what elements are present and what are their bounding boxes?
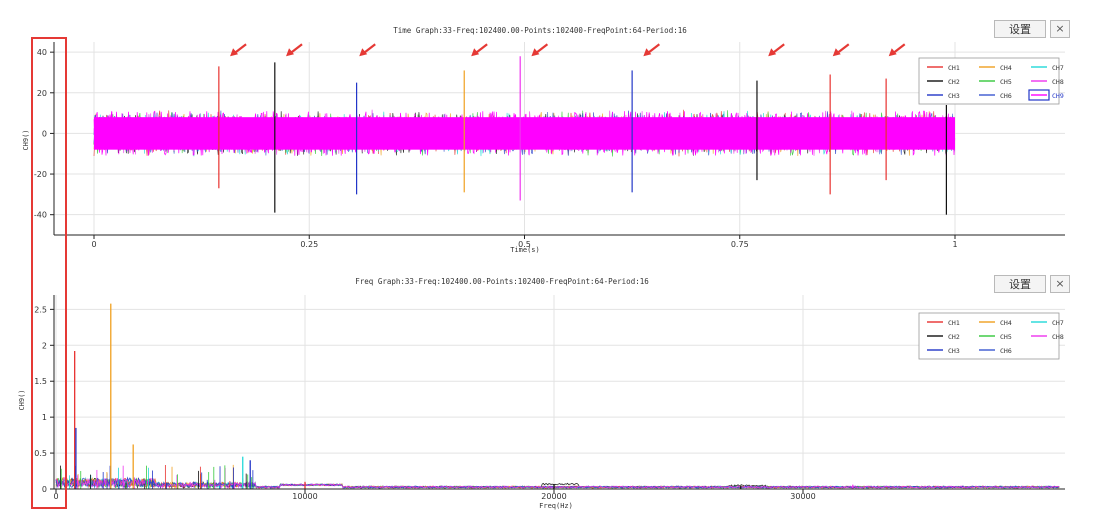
time-signal-traces — [93, 109, 956, 157]
time-legend-label: CH2 — [948, 78, 960, 86]
time-y-axis-label: CH9() — [22, 129, 30, 150]
annotation-arrow-head — [531, 48, 540, 57]
freq-spectrum-traces — [55, 464, 1060, 490]
freq-legend-label: CH8 — [1052, 333, 1064, 341]
time-y-tick-label: 40 — [37, 48, 47, 57]
freq-close-button[interactable]: × — [1050, 275, 1070, 293]
time-legend: CH1 CH4 CH7 CH2 CH5 CH8 CH3 CH6 CH9 — [918, 57, 1064, 105]
time-y-ticks: 40 20 0 -20 -40 — [34, 48, 54, 220]
annotation-arrow-head — [643, 48, 652, 57]
annotation-arrow-head — [832, 48, 841, 57]
time-x-tick-label: 0.75 — [731, 240, 749, 249]
freq-peak-traces — [74, 303, 854, 489]
time-legend-label: CH7 — [1052, 64, 1064, 72]
freq-legend-label: CH4 — [1000, 319, 1012, 327]
time-y-tick-label: -40 — [34, 211, 47, 220]
freq-y-axis-label: CH9() — [18, 389, 26, 410]
time-graph-title: Time Graph:33-Freq:102400.00-Points:1024… — [393, 26, 687, 35]
freq-y-ticks: 2.5 2 1.5 1 0.5 0 — [34, 305, 54, 494]
annotation-arrow-head — [888, 48, 897, 57]
freq-legend: CH1 CH4 CH7 CH2 CH5 CH8 CH3 CH6 — [918, 312, 1064, 360]
time-legend-label: CH9 — [1052, 92, 1064, 100]
annotation-arrow-head — [286, 48, 295, 57]
freq-y-tick-label: 2 — [42, 341, 47, 350]
time-y-tick-label: 20 — [37, 89, 47, 98]
time-legend-label: CH5 — [1000, 78, 1012, 86]
freq-x-axis-label: Freq(Hz) — [539, 502, 573, 510]
freq-y-tick-label: 0 — [42, 485, 47, 494]
time-y-tick-label: -20 — [34, 170, 47, 179]
freq-legend-label: CH7 — [1052, 319, 1064, 327]
freq-legend-label: CH6 — [1000, 347, 1012, 355]
freq-settings-button[interactable]: 设置 — [994, 275, 1046, 293]
time-y-tick-label: 0 — [42, 129, 47, 138]
time-settings-button[interactable]: 设置 — [994, 20, 1046, 38]
time-x-ticks: 0 0.25 0.5 0.75 1 — [91, 235, 958, 249]
annotation-arrow-head — [768, 48, 777, 57]
freq-y-tick-label: 1 — [42, 413, 47, 422]
freq-legend-label: CH2 — [948, 333, 960, 341]
time-graph-panel: Time Graph:33-Freq:102400.00-Points:1024… — [22, 26, 1065, 254]
time-legend-label: CH4 — [1000, 64, 1012, 72]
freq-x-tick-label: 0 — [53, 492, 58, 501]
time-annotation-arrows — [230, 43, 906, 57]
time-x-tick-label: 1 — [952, 240, 957, 249]
freq-y-tick-label: 0.5 — [34, 449, 47, 458]
freq-x-tick-label: 10000 — [292, 492, 317, 501]
annotation-arrow-head — [359, 48, 368, 57]
annotation-arrow-head — [230, 48, 239, 57]
time-legend-label: CH8 — [1052, 78, 1064, 86]
freq-x-ticks: 0 10000 20000 30000 — [53, 489, 816, 501]
time-x-tick-label: 0.5 — [518, 240, 531, 249]
time-legend-label: CH1 — [948, 64, 960, 72]
time-x-tick-label: 0 — [91, 240, 96, 249]
freq-plot-area — [54, 295, 1065, 489]
time-x-axis-label: Time(s) — [510, 246, 540, 254]
time-trace-ch9 — [93, 110, 956, 156]
annotation-arrow-head — [471, 48, 480, 57]
freq-legend-label: CH1 — [948, 319, 960, 327]
freq-graph-panel: Freq Graph:33-Freq:102400.00-Points:1024… — [18, 277, 1065, 510]
freq-legend-label: CH3 — [948, 347, 960, 355]
freq-graph-title: Freq Graph:33-Freq:102400.00-Points:1024… — [355, 277, 649, 286]
freq-y-tick-label: 2.5 — [34, 305, 47, 314]
y-axis-highlight-box — [31, 37, 67, 509]
freq-legend-label: CH5 — [1000, 333, 1012, 341]
time-close-button[interactable]: × — [1050, 20, 1070, 38]
time-spike-traces — [218, 56, 947, 215]
freq-x-tick-label: 30000 — [790, 492, 815, 501]
time-legend-label: CH6 — [1000, 92, 1012, 100]
time-legend-label: CH3 — [948, 92, 960, 100]
time-legend-ch9-selected — [1028, 89, 1050, 101]
freq-trace-ch8 — [55, 476, 1060, 489]
freq-x-tick-label: 20000 — [541, 492, 566, 501]
freq-y-tick-label: 1.5 — [34, 377, 47, 386]
time-x-tick-label: 0.25 — [300, 240, 318, 249]
